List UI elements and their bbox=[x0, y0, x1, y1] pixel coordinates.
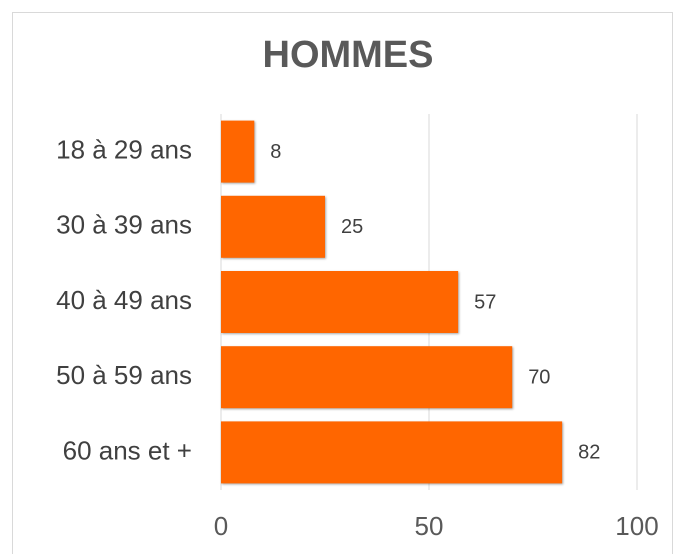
bar bbox=[221, 195, 325, 258]
data-label: 8 bbox=[270, 141, 281, 163]
x-tick-label: 100 bbox=[615, 511, 658, 541]
bar bbox=[221, 421, 563, 484]
bar bbox=[221, 120, 255, 183]
data-label: 70 bbox=[528, 366, 550, 388]
y-tick-label: 18 à 29 ans bbox=[56, 134, 192, 164]
y-tick-label: 30 à 39 ans bbox=[56, 210, 192, 240]
bar bbox=[221, 346, 513, 409]
x-tick-label: 0 bbox=[214, 511, 228, 541]
data-label: 25 bbox=[341, 216, 363, 238]
x-tick-label: 50 bbox=[415, 511, 444, 541]
y-tick-label: 50 à 59 ans bbox=[56, 360, 192, 390]
data-label: 57 bbox=[474, 291, 496, 313]
chart-title: HOMMES bbox=[263, 34, 434, 76]
data-label: 82 bbox=[578, 442, 600, 464]
y-tick-label: 40 à 49 ans bbox=[56, 285, 192, 315]
bar bbox=[221, 271, 459, 333]
y-tick-label: 60 ans et + bbox=[63, 435, 192, 465]
